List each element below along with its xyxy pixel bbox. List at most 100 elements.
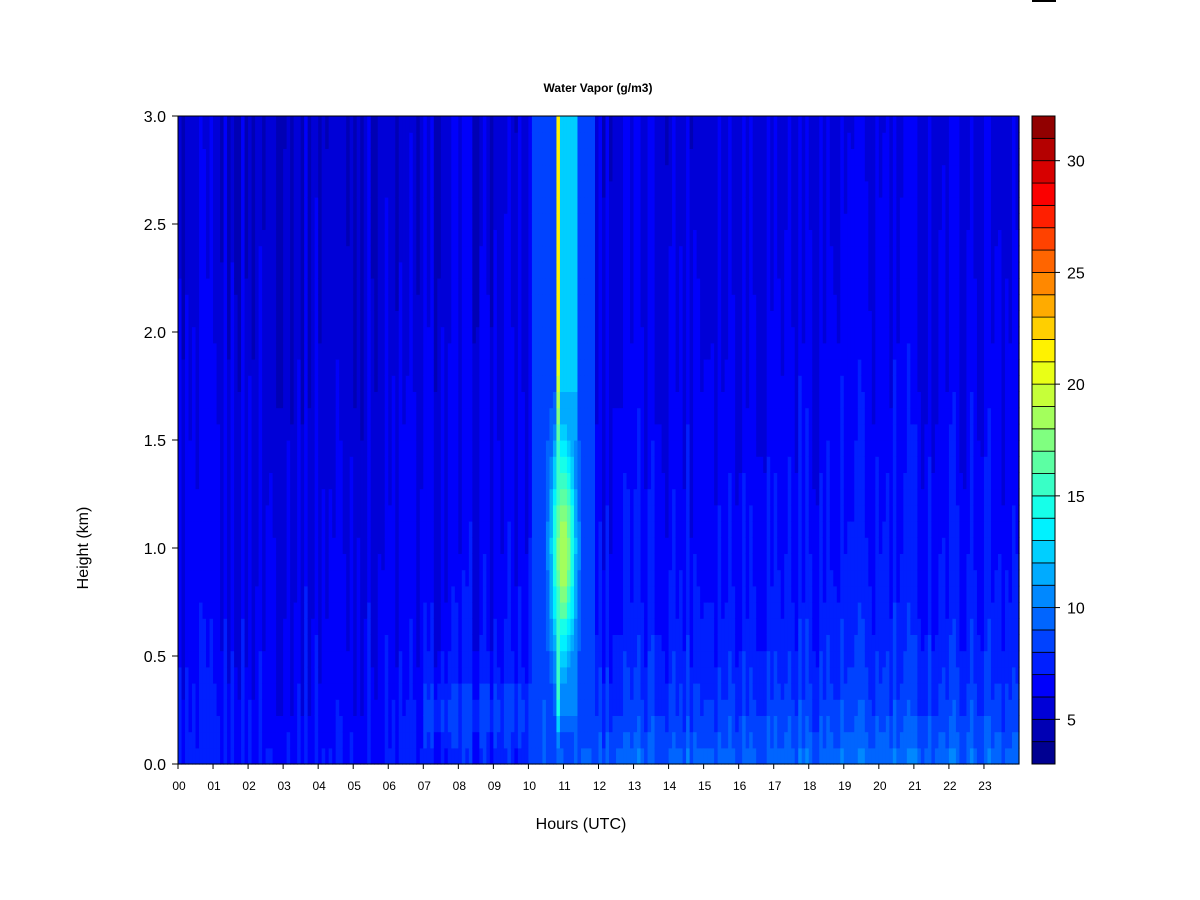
heatmap-cell <box>314 245 319 263</box>
heatmap-cell <box>269 699 274 716</box>
heatmap-cell <box>206 747 211 765</box>
heatmap-cell <box>391 731 396 749</box>
heatmap-cell <box>199 407 204 425</box>
heatmap-cell <box>349 618 354 635</box>
heatmap-cell <box>381 132 386 149</box>
heatmap-cell <box>433 342 438 360</box>
heatmap-cell <box>230 569 235 587</box>
heatmap-cell <box>507 213 512 230</box>
heatmap-cell <box>318 504 323 522</box>
heatmap-cell <box>605 731 610 749</box>
heatmap-cell <box>559 537 565 554</box>
heatmap-cell <box>458 521 463 538</box>
heatmap-cell <box>524 375 530 392</box>
heatmap-cell <box>304 359 309 376</box>
heatmap-cell <box>472 213 477 230</box>
heatmap-cell <box>493 148 498 166</box>
heatmap-cell <box>573 569 579 587</box>
heatmap-cell <box>528 456 533 473</box>
heatmap-cell <box>580 715 586 733</box>
heatmap-cell <box>297 650 302 668</box>
heatmap-cell <box>573 278 579 295</box>
heatmap-cell <box>209 310 214 328</box>
heatmap-cell <box>479 553 484 571</box>
heatmap-cell <box>598 342 603 360</box>
heatmap-cell <box>388 310 393 328</box>
heatmap-cell <box>290 488 295 506</box>
heatmap-cell <box>493 715 498 733</box>
heatmap-cell <box>223 148 228 166</box>
heatmap-cell <box>458 715 463 733</box>
heatmap-cell <box>332 132 337 149</box>
heatmap-cell <box>349 197 354 214</box>
heatmap-cell <box>202 602 207 619</box>
heatmap-cell <box>587 521 593 538</box>
heatmap-cell <box>521 699 526 716</box>
heatmap-cell <box>605 650 610 668</box>
heatmap-cell <box>545 164 551 182</box>
heatmap-cell <box>465 683 470 700</box>
heatmap-cell <box>395 650 400 668</box>
heatmap-cell <box>451 504 456 522</box>
heatmap-cell <box>580 180 586 198</box>
heatmap-cell <box>549 197 554 214</box>
heatmap-cell <box>507 261 512 279</box>
heatmap-cell <box>202 229 207 247</box>
heatmap-cell <box>195 310 200 328</box>
heatmap-cell <box>251 553 256 571</box>
heatmap-cell <box>234 747 239 765</box>
heatmap-cell <box>405 132 410 149</box>
heatmap-cell <box>241 618 246 635</box>
heatmap-cell <box>370 310 375 328</box>
heatmap-cell <box>279 488 284 506</box>
heatmap-cell <box>416 132 421 149</box>
heatmap-cell <box>395 326 400 344</box>
heatmap-cell <box>374 342 379 360</box>
heatmap-cell <box>237 164 242 182</box>
heatmap-cell <box>388 504 393 522</box>
heatmap-cell <box>255 456 260 473</box>
heatmap-cell <box>220 310 225 328</box>
heatmap-cell <box>342 683 347 700</box>
heatmap-cell <box>307 164 312 182</box>
heatmap-cell <box>311 634 316 652</box>
heatmap-cell <box>307 537 312 554</box>
heatmap-cell <box>335 553 340 571</box>
heatmap-cell <box>552 359 558 376</box>
heatmap-cell <box>339 213 344 230</box>
heatmap-cell <box>251 715 256 733</box>
heatmap-cell <box>482 585 487 603</box>
heatmap-cell <box>297 375 302 392</box>
heatmap-cell <box>609 213 614 230</box>
heatmap-cell <box>332 666 337 684</box>
heatmap-cell <box>577 197 582 214</box>
heatmap-cell <box>269 213 274 230</box>
heatmap-cell <box>609 148 614 166</box>
heatmap-cell <box>475 294 480 311</box>
heatmap-cell <box>479 116 484 133</box>
heatmap-cell <box>531 342 537 360</box>
heatmap-cell <box>496 699 501 716</box>
heatmap-cell <box>556 423 561 441</box>
heatmap-cell <box>475 456 480 473</box>
heatmap-cell <box>440 537 445 554</box>
heatmap-cell <box>412 261 417 279</box>
heatmap-cell <box>584 715 589 733</box>
heatmap-cell <box>510 359 515 376</box>
heatmap-cell <box>248 132 253 149</box>
heatmap-cell <box>377 683 382 700</box>
heatmap-cell <box>419 602 424 619</box>
heatmap-cell <box>300 537 305 554</box>
heatmap-cell <box>293 456 298 473</box>
heatmap-cell <box>444 715 449 733</box>
heatmap-cell <box>269 585 274 603</box>
heatmap-cell <box>360 731 365 749</box>
heatmap-cell <box>251 197 256 214</box>
heatmap-cell <box>542 326 547 344</box>
heatmap-cell <box>290 699 295 716</box>
heatmap-cell <box>430 553 435 571</box>
heatmap-cell <box>234 310 239 328</box>
heatmap-cell <box>602 521 607 538</box>
heatmap-cell <box>465 585 470 603</box>
heatmap-cell <box>451 342 456 360</box>
